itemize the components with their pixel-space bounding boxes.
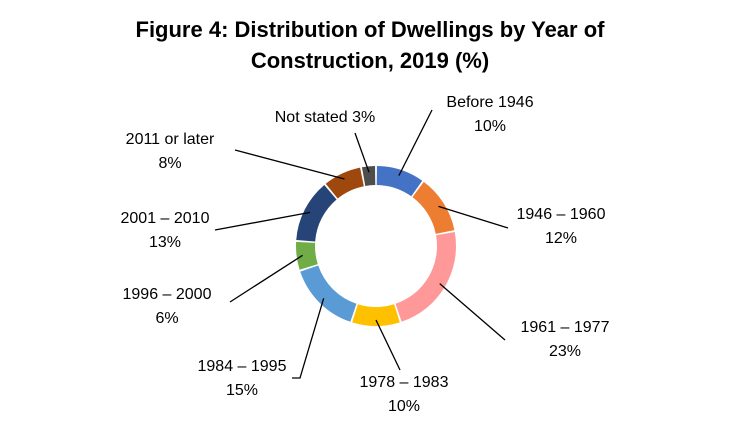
donut-segment [296, 241, 318, 270]
value-label: 12% [545, 230, 577, 247]
category-label: 2011 or later [126, 131, 215, 148]
value-label: 10% [388, 398, 420, 415]
donut-segment [296, 184, 337, 242]
donut-segment [325, 167, 364, 199]
category-label: 1946 – 1960 [517, 206, 606, 223]
category-label: 2001 – 2010 [121, 210, 210, 227]
category-label: 1984 – 1995 [198, 358, 287, 375]
leader-line [375, 319, 401, 371]
value-label: 10% [474, 118, 506, 135]
data-label: Not stated 3% [275, 109, 376, 126]
category-label: 1961 – 1977 [521, 319, 610, 336]
donut-segment [376, 166, 423, 197]
leader-line [292, 298, 325, 379]
donut-segment [361, 166, 376, 186]
leader-line [439, 283, 506, 341]
value-label: 15% [226, 382, 258, 399]
donut-segment [352, 304, 400, 326]
chart-title: Figure 4: Distribution of Dwellings by Y… [135, 17, 605, 73]
leader-line [438, 205, 509, 229]
value-label: 3% [352, 109, 375, 126]
donut-segment [412, 181, 455, 234]
value-label: 8% [158, 155, 181, 172]
category-label: Not stated [275, 109, 348, 126]
leader-line [398, 109, 433, 176]
value-label: 23% [549, 343, 581, 360]
donut-segment [300, 265, 357, 322]
leader-line [214, 211, 311, 231]
category-label: Before 1946 [446, 94, 533, 111]
category-label: 1978 – 1983 [360, 374, 449, 391]
leader-line [354, 132, 370, 173]
value-label: 13% [149, 234, 181, 251]
donut-segment [395, 231, 456, 322]
value-label: 6% [155, 310, 178, 327]
leader-line [229, 254, 303, 303]
leader-line [234, 149, 345, 180]
category-label: 1996 – 2000 [123, 286, 212, 303]
